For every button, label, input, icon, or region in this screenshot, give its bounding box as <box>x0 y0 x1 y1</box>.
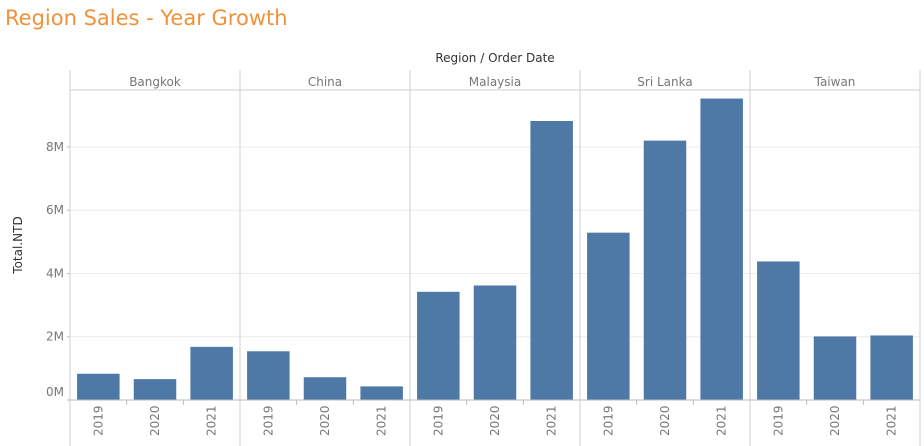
bar-taiwan-2021[interactable] <box>870 335 913 400</box>
x-tick-label: 2020 <box>318 405 332 436</box>
bar-bangkok-2020[interactable] <box>133 379 177 400</box>
region-header-malaysia: Malaysia <box>469 75 521 89</box>
x-tick-label: 2021 <box>545 405 559 436</box>
x-tick-label: 2019 <box>601 405 615 436</box>
bar-malaysia-2019[interactable] <box>417 291 460 400</box>
x-tick-label: 2019 <box>431 405 445 436</box>
bar-malaysia-2021[interactable] <box>530 121 573 400</box>
y-tick-label: 2M <box>46 330 64 344</box>
region-header-china: China <box>308 75 342 89</box>
bar-china-2019[interactable] <box>247 351 290 400</box>
bar-china-2021[interactable] <box>360 386 403 400</box>
bar-taiwan-2019[interactable] <box>757 261 800 400</box>
bar-sri-lanka-2021[interactable] <box>700 98 743 400</box>
x-tick-label: 2019 <box>91 405 105 436</box>
y-tick-label: 0M <box>46 385 64 399</box>
x-tick-label: 2019 <box>771 405 785 436</box>
bar-bangkok-2021[interactable] <box>190 346 233 400</box>
x-tick-label: 2021 <box>885 405 899 436</box>
region-header-bangkok: Bangkok <box>129 75 181 89</box>
bar-sri-lanka-2020[interactable] <box>643 140 687 400</box>
chart-title: Region Sales - Year Growth <box>5 6 288 30</box>
x-tick-label: 2020 <box>488 405 502 436</box>
y-tick-label: 6M <box>46 203 64 217</box>
region-header-sri-lanka: Sri Lanka <box>637 75 692 89</box>
x-tick-label: 2021 <box>715 405 729 436</box>
x-tick-label: 2019 <box>261 405 275 436</box>
x-tick-label: 2020 <box>828 405 842 436</box>
x-tick-label: 2021 <box>375 405 389 436</box>
y-tick-label: 4M <box>46 266 64 280</box>
bar-sri-lanka-2019[interactable] <box>587 232 630 400</box>
x-tick-label: 2021 <box>205 405 219 436</box>
bar-bangkok-2019[interactable] <box>77 373 120 400</box>
bar-malaysia-2020[interactable] <box>473 285 517 400</box>
x-tick-label: 2020 <box>658 405 672 436</box>
x-tick-label: 2020 <box>148 405 162 436</box>
bar-china-2020[interactable] <box>303 377 347 400</box>
bar-taiwan-2020[interactable] <box>813 336 857 400</box>
region-header-taiwan: Taiwan <box>814 75 856 89</box>
y-tick-label: 8M <box>46 140 64 154</box>
column-header: Region / Order Date <box>435 51 555 65</box>
